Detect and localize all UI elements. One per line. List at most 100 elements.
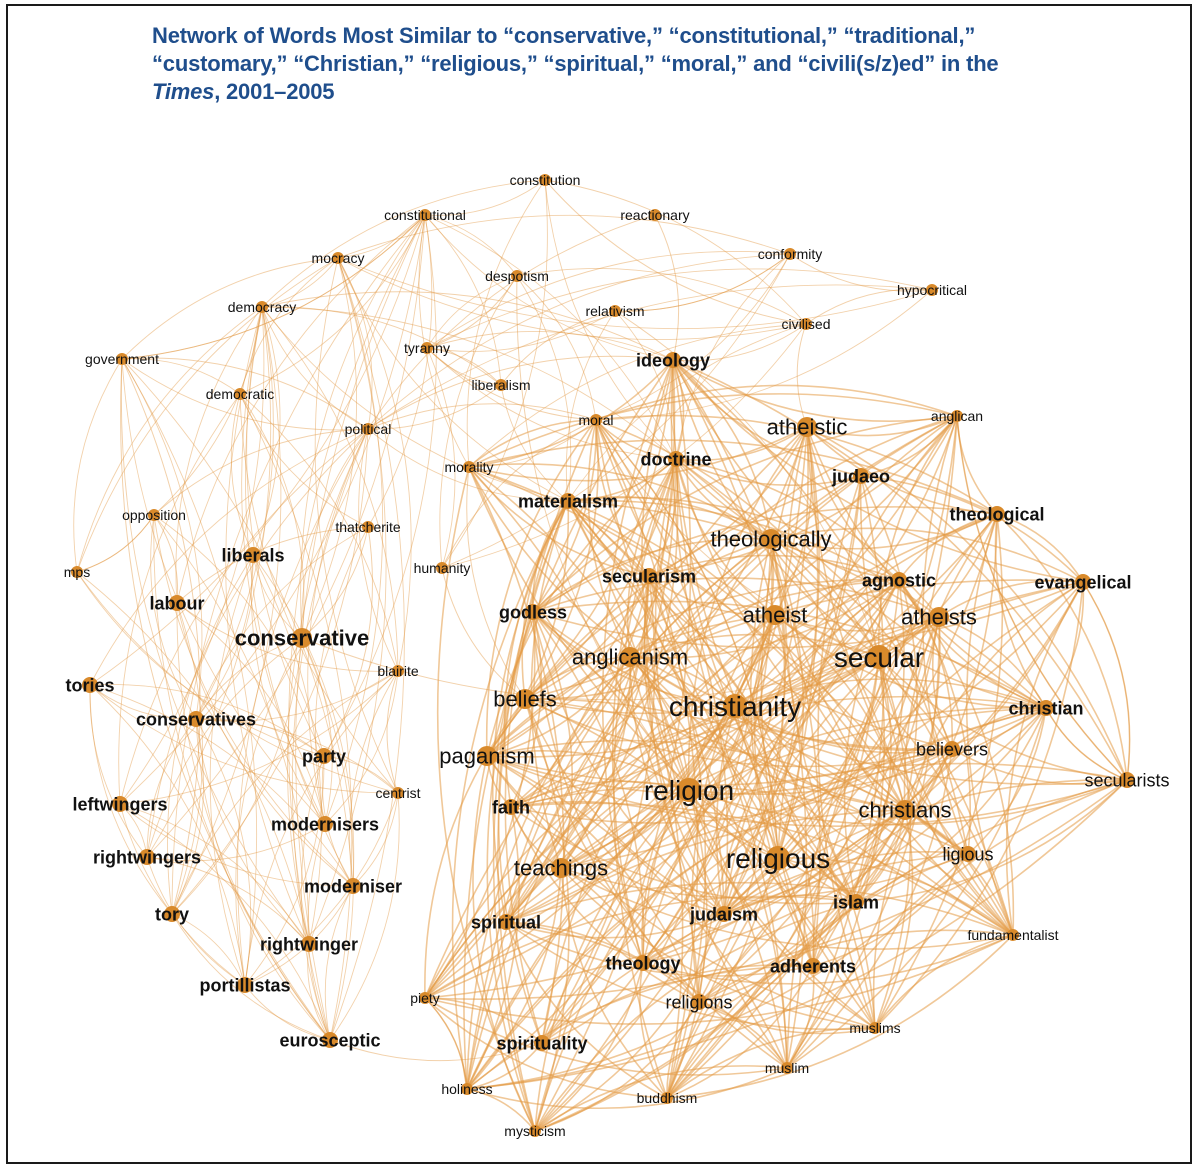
edge-godless-christians [532, 611, 906, 811]
title-line-2: “customary,” “Christian,” “religious,” “… [152, 51, 999, 76]
edge-mps-opposition [76, 514, 155, 573]
edge-conservatives-eurosceptic [195, 718, 331, 1041]
edge-conservative-mocracy [301, 257, 357, 639]
node-constitutional [419, 209, 431, 221]
edge-despotism-materialism [516, 275, 572, 502]
edge-doctrine-islam [675, 458, 857, 903]
edge-portillistas-blairite [244, 670, 399, 986]
node-label-tyranny: tyranny [404, 340, 450, 356]
node-label-moral: moral [578, 412, 613, 428]
edge-secularists-islam [855, 779, 1128, 903]
edge-government-modernisers [121, 358, 326, 825]
edge-paganism-religions [486, 755, 700, 1003]
edge-opposition-labour [153, 514, 179, 604]
edge-beliefs-judaism [524, 698, 725, 915]
node-label-conservatives: conservatives [136, 709, 256, 729]
node-spiritual [498, 914, 514, 930]
node-democracy [256, 301, 268, 313]
node-thatcherite [362, 521, 374, 533]
node-opposition [148, 509, 160, 521]
node-believers [944, 741, 960, 757]
edge-muslim-mysticism [534, 1065, 788, 1132]
node-religions [691, 994, 707, 1010]
edge-opposition-eurosceptic [153, 514, 331, 1041]
edge-mps-mocracy [76, 257, 339, 573]
edge-government-political [121, 358, 369, 431]
node-anglican [951, 410, 963, 422]
edge-christians-piety [424, 809, 906, 999]
node-mps [71, 566, 83, 578]
edge-christian-ligious [967, 707, 1047, 855]
node-liberals [245, 547, 261, 563]
edge-leftwingers-rightwinger [119, 803, 310, 945]
edge-morality-beliefs [466, 466, 526, 700]
node-label-spiritual: spiritual [471, 912, 541, 932]
edge-conservative-secular [301, 637, 880, 701]
edge-blairite-centrist [386, 670, 399, 794]
edge-labour-blairite [176, 602, 399, 672]
edge-christian-paganism [486, 707, 1047, 786]
node-label-hypocritical: hypocritical [897, 282, 967, 298]
edge-humanity-moral [441, 419, 597, 569]
edge-believers-holiness [466, 748, 953, 1090]
edge-political-ideology [367, 355, 674, 430]
edge-atheist-religions [691, 614, 776, 1003]
edge-conformity-moral [595, 253, 791, 421]
edge-secular-anglican [877, 415, 958, 658]
edge-christians-morality [468, 466, 906, 811]
edge-holiness-mysticism [466, 1088, 536, 1132]
node-label-government: government [85, 351, 159, 367]
node-label-centrist: centrist [375, 785, 420, 801]
edge-rightwinger-political [287, 428, 369, 945]
node-label-labour: labour [149, 593, 204, 613]
edge-religion-morality [468, 466, 690, 791]
edge-hypocritical-conformity [789, 253, 933, 292]
node-label-faith: faith [492, 797, 530, 817]
edge-conservative-tory [171, 637, 303, 915]
edge-democratic-mocracy [239, 257, 339, 395]
edge-secularism-anglican [648, 415, 958, 577]
edge-religious-theology [642, 857, 779, 964]
edge-political-materialism [367, 428, 569, 502]
edge-materialism-believers [567, 500, 953, 750]
node-label-christian: christian [1008, 698, 1083, 718]
edge-blairite-political [358, 428, 399, 672]
figure-title: Network of Words Most Similar to “conser… [152, 22, 1152, 106]
node-label-democracy: democracy [228, 299, 296, 315]
edge-beliefs-piety [424, 698, 526, 999]
node-party [316, 748, 332, 764]
edge-secularism-spirituality [541, 575, 656, 1044]
edge-atheistic-doctrine [675, 426, 808, 462]
edge-conformity-doctrine [675, 253, 791, 460]
node-conformity [784, 248, 796, 260]
node-religion [677, 778, 701, 802]
edge-faith-fundamentalist [510, 802, 1014, 936]
edge-conservatives-rightwinger [195, 718, 310, 945]
node-label-tory: tory [155, 904, 189, 924]
edge-materialism-teachings [530, 500, 569, 869]
edge-civilised-materialism [567, 323, 807, 502]
node-label-atheist: atheist [743, 603, 808, 628]
edge-theology-mysticism [534, 962, 644, 1132]
edge-faith-anglican [510, 415, 958, 808]
edge-constitutional-ideology [424, 214, 674, 361]
edge-atheist-spirituality [541, 614, 776, 1044]
edge-mps-party [76, 571, 325, 757]
edge-doctrine-beliefs [524, 458, 677, 700]
edge-fundamentalist-piety [424, 934, 1014, 1025]
edge-government-eurosceptic [120, 358, 331, 1041]
edge-teachings-holiness [466, 867, 562, 1090]
edge-rightwingers-political [146, 428, 369, 858]
edge-evangelical-secularists [1082, 581, 1131, 781]
edge-moral-morality [468, 419, 597, 468]
edge-conformity-humanity [441, 253, 791, 569]
edge-tories-rightwingers [89, 684, 148, 858]
edge-materialism-spirituality [504, 500, 569, 1044]
edge-constitution-civilised [544, 179, 807, 325]
edge-constitutional-doctrine [424, 214, 677, 460]
edge-paganism-christians [486, 739, 906, 811]
edge-conservatives-centrist [195, 718, 399, 794]
edge-atheists-christian [938, 616, 1047, 709]
node-label-theology: theology [606, 953, 681, 973]
edge-mps-rightwinger [76, 571, 310, 945]
